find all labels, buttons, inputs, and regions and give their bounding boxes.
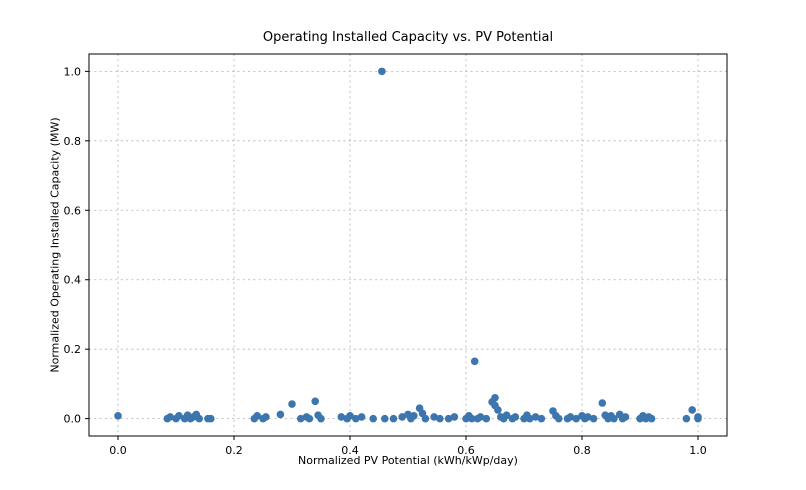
- scatter-point: [444, 414, 453, 423]
- scatter-point: [598, 399, 607, 407]
- scatter-point: [337, 413, 346, 421]
- y-tick-label: 0.2: [64, 343, 82, 356]
- scatter-point: [531, 413, 540, 421]
- scatter-point: [311, 397, 320, 406]
- scatter-point: [491, 394, 499, 402]
- y-axis-label: Normalized Operating Installed Capacity …: [48, 117, 62, 373]
- scatter-point: [682, 414, 691, 423]
- x-tick-label: 0.4: [341, 444, 359, 457]
- scatter-point: [317, 414, 325, 423]
- scatter-point: [610, 414, 618, 423]
- chart-title: Operating Installed Capacity vs. PV Pote…: [262, 30, 554, 45]
- scatter-point: [175, 412, 183, 420]
- scatter-point: [357, 413, 366, 421]
- scatter-point: [166, 413, 174, 421]
- scatter-point: [195, 414, 203, 423]
- y-tick-label: 1.0: [64, 65, 82, 78]
- x-axis-label: Normalized PV Potential (kWh/kWp/day): [298, 454, 518, 467]
- scatter-point: [555, 414, 563, 423]
- scatter-point: [589, 414, 598, 423]
- x-tick-label: 0.2: [225, 444, 243, 457]
- x-tick-label: 0.8: [573, 444, 591, 457]
- scatter-point: [526, 414, 534, 423]
- scatter-point: [296, 414, 305, 423]
- scatter-point: [381, 414, 389, 423]
- x-tick-label: 0.6: [457, 444, 475, 457]
- scatter-point: [572, 414, 580, 423]
- scatter-point: [421, 414, 430, 423]
- scatter-point: [688, 406, 696, 414]
- scatter-point: [482, 414, 491, 423]
- y-tick-label: 0.6: [64, 204, 82, 217]
- scatter-point: [114, 412, 122, 420]
- scatter-point: [410, 412, 418, 420]
- scatter-point: [262, 413, 270, 421]
- axes-spines: [88, 53, 728, 437]
- scatter-point: [494, 406, 502, 414]
- scatter-point: [537, 414, 546, 423]
- y-tick-label: 0.8: [64, 135, 82, 148]
- scatter-point: [450, 413, 459, 421]
- scatter-point: [430, 413, 438, 421]
- scatter-point: [502, 411, 511, 419]
- scatter-point: [511, 413, 520, 421]
- scatter-point: [378, 67, 386, 76]
- scatter-point: [352, 414, 360, 423]
- y-tick-label: 0.4: [64, 274, 82, 287]
- scatter-point: [436, 414, 444, 423]
- scatter-point: [468, 414, 476, 423]
- scatter-point: [305, 414, 314, 423]
- scatter-point: [346, 412, 354, 420]
- scatter-point: [621, 413, 630, 421]
- scatter-point: [694, 414, 702, 423]
- y-tick-label: 0.0: [64, 413, 82, 426]
- scatter-point: [470, 357, 479, 366]
- scatter-point: [566, 413, 575, 421]
- scatter-point: [369, 414, 378, 423]
- scatter-point: [207, 414, 215, 423]
- x-tick-label: 0.0: [109, 444, 127, 457]
- scatter-point: [253, 412, 261, 420]
- x-tick-label: 1.0: [689, 444, 707, 457]
- scatter-point: [476, 413, 485, 421]
- scatter-point: [288, 400, 296, 408]
- scatter-point: [389, 414, 398, 423]
- scatter-point: [398, 413, 407, 421]
- scatter-point: [647, 414, 656, 423]
- scatter-point: [276, 410, 285, 419]
- scatter-point: [584, 413, 592, 421]
